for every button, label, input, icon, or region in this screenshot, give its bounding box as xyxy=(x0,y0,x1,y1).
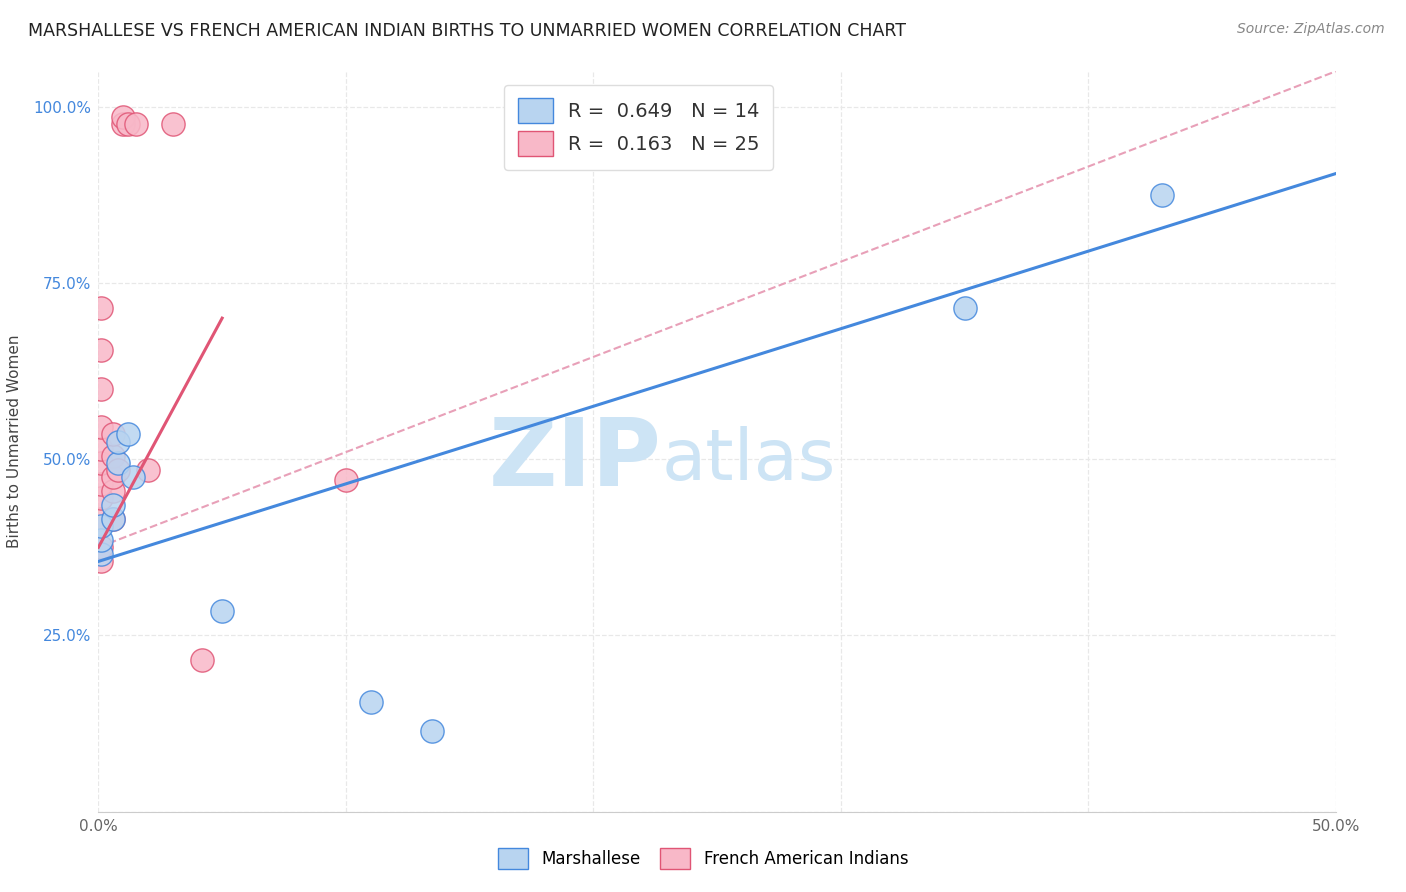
Point xyxy=(211,604,233,618)
Point xyxy=(335,473,357,487)
Legend: R =  0.649   N = 14, R =  0.163   N = 25: R = 0.649 N = 14, R = 0.163 N = 25 xyxy=(505,85,773,169)
Point xyxy=(117,117,139,131)
Text: Source: ZipAtlas.com: Source: ZipAtlas.com xyxy=(1237,22,1385,37)
Text: ZIP: ZIP xyxy=(488,414,661,506)
Point xyxy=(90,541,112,555)
Legend: Marshallese, French American Indians: Marshallese, French American Indians xyxy=(488,838,918,880)
Point xyxy=(136,463,159,477)
Point xyxy=(112,117,135,131)
Point xyxy=(107,456,129,470)
Text: atlas: atlas xyxy=(661,425,835,494)
Point xyxy=(103,512,125,526)
Point xyxy=(112,110,135,124)
Point xyxy=(117,427,139,442)
Point xyxy=(90,491,112,505)
Point xyxy=(90,382,112,396)
Point xyxy=(122,470,145,484)
Point xyxy=(90,476,112,491)
Point xyxy=(90,512,112,526)
Point xyxy=(1152,187,1174,202)
Point xyxy=(90,343,112,357)
Point xyxy=(90,547,112,561)
Point xyxy=(191,653,214,667)
Point xyxy=(953,301,976,315)
Point xyxy=(103,470,125,484)
Point xyxy=(107,463,129,477)
Point xyxy=(103,427,125,442)
Point xyxy=(103,449,125,463)
Point xyxy=(103,498,125,512)
Point xyxy=(103,512,125,526)
Text: MARSHALLESE VS FRENCH AMERICAN INDIAN BIRTHS TO UNMARRIED WOMEN CORRELATION CHAR: MARSHALLESE VS FRENCH AMERICAN INDIAN BI… xyxy=(28,22,905,40)
Point xyxy=(162,117,184,131)
Point xyxy=(103,483,125,498)
Point xyxy=(90,456,112,470)
Point xyxy=(124,117,146,131)
Point xyxy=(90,519,112,533)
Point xyxy=(90,554,112,568)
Point xyxy=(107,434,129,449)
Point xyxy=(90,420,112,434)
Point xyxy=(422,723,444,738)
Point xyxy=(90,533,112,548)
Y-axis label: Births to Unmarried Women: Births to Unmarried Women xyxy=(7,334,22,549)
Point xyxy=(90,442,112,456)
Point xyxy=(90,301,112,315)
Point xyxy=(360,695,382,709)
